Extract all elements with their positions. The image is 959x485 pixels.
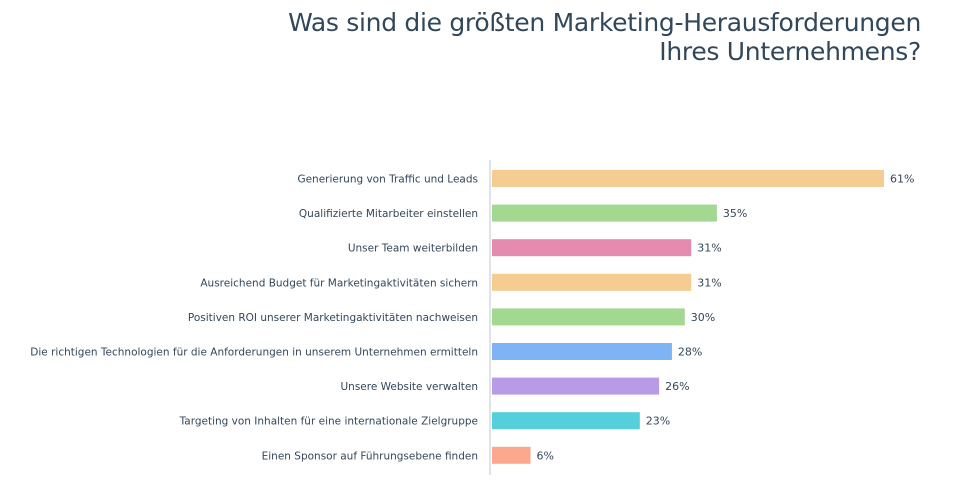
bar	[492, 273, 692, 291]
bar	[492, 239, 692, 257]
bar	[492, 343, 672, 360]
chart-title-line-2: Ihres Unternehmens?	[659, 37, 921, 66]
data-label: 6%	[537, 449, 554, 462]
data-label: 31%	[697, 242, 721, 255]
category-label: Generierung von Traffic und Leads	[297, 174, 478, 186]
chart-title: Was sind die größten Marketing-Herausfor…	[221, 8, 921, 66]
data-label: 31%	[697, 276, 721, 289]
category-label: Positiven ROI unserer Marketingaktivität…	[188, 312, 478, 324]
bar	[492, 204, 717, 222]
bar	[492, 308, 685, 326]
data-label: 61%	[890, 173, 914, 186]
data-label: 26%	[665, 380, 689, 393]
category-label: Qualifizierte Mitarbeiter einstellen	[299, 208, 478, 220]
bar	[492, 412, 640, 430]
category-label: Unser Team weiterbilden	[348, 243, 478, 255]
bar	[492, 446, 531, 464]
category-label: Unsere Website verwalten	[340, 381, 478, 393]
chart-title-line-1: Was sind die größten Marketing-Herausfor…	[288, 8, 921, 37]
bar	[492, 377, 660, 395]
data-label: 28%	[678, 346, 702, 359]
data-label: 30%	[691, 311, 715, 324]
category-label: Einen Sponsor auf Führungsebene finden	[262, 450, 478, 462]
data-label: 35%	[723, 207, 747, 220]
category-label: Die richtigen Technologien für die Anfor…	[30, 347, 478, 359]
category-label: Targeting von Inhalten für eine internat…	[179, 416, 478, 428]
data-label: 23%	[646, 415, 670, 428]
category-label: Ausreichend Budget für Marketingaktivitä…	[200, 277, 478, 289]
bar	[492, 170, 884, 187]
